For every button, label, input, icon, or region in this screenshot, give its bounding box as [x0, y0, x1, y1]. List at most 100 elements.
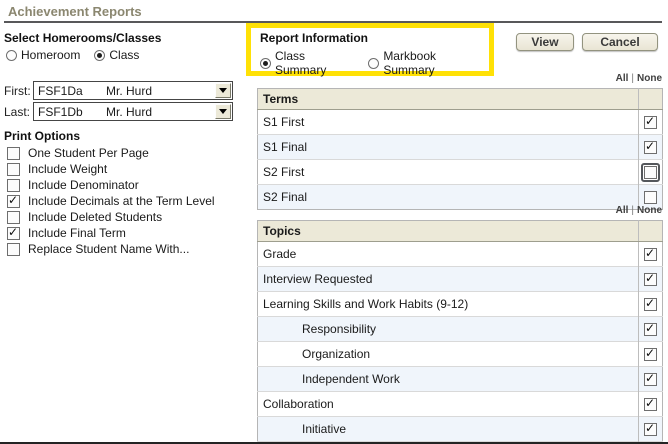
topics-row-checkbox-cell — [638, 341, 663, 367]
print-option-checkbox-wrap — [4, 208, 23, 227]
topics-checkbox[interactable] — [644, 247, 657, 261]
print-option-label: Include Decimals at the Term Level — [28, 194, 215, 208]
print-option-checkbox-wrap — [4, 144, 23, 163]
topics-row-label: Independent Work — [257, 366, 639, 392]
topics-row-label: Initiative — [257, 416, 639, 442]
terms-row-checkbox-cell — [638, 134, 663, 160]
terms-header-checkbox-cell — [638, 88, 663, 110]
terms-row-checkbox-cell — [638, 184, 663, 210]
last-select-teacher: Mr. Hurd — [106, 105, 153, 119]
print-option-checkbox[interactable] — [7, 242, 20, 256]
topics-header-checkbox-cell — [638, 220, 663, 242]
topics-checkbox[interactable] — [644, 422, 657, 436]
first-label: First: — [4, 84, 31, 98]
radio-class-summary[interactable]: Class Summary — [260, 49, 358, 77]
topics-row: Grade — [257, 241, 663, 267]
topics-row-label: Organization — [257, 341, 639, 367]
topics-row: Initiative — [257, 416, 663, 442]
radio-button-icon — [260, 57, 271, 69]
print-option-checkbox[interactable] — [7, 226, 20, 240]
print-option-checkbox[interactable] — [7, 194, 20, 208]
radio-button-icon — [94, 49, 106, 61]
window-bottom-edge — [0, 442, 668, 444]
terms-row-checkbox-cell — [638, 159, 663, 185]
dropdown-arrow-icon[interactable] — [215, 104, 231, 119]
topics-row-checkbox-cell — [638, 266, 663, 292]
terms-row: S2 Final — [257, 184, 663, 210]
topics-row-checkbox-cell — [638, 291, 663, 317]
print-option-checkbox[interactable] — [7, 162, 20, 176]
topics-row-checkbox-cell — [638, 241, 663, 267]
print-options-list: One Student Per Page Include Weight Includ… — [4, 145, 215, 257]
dropdown-arrow-icon[interactable] — [215, 83, 231, 98]
print-option: Include Denominator — [4, 177, 215, 193]
terms-row: S1 First — [257, 109, 663, 135]
topics-checkbox[interactable] — [644, 272, 657, 286]
all-none-separator: | — [631, 73, 634, 84]
topics-checkbox[interactable] — [644, 372, 657, 386]
print-option-label: Include Weight — [28, 162, 108, 176]
terms-checkbox[interactable] — [644, 115, 657, 129]
radio-class[interactable]: Class — [94, 48, 139, 62]
terms-all-link[interactable]: All — [615, 73, 629, 84]
last-select-value: FSF1Db — [38, 105, 83, 119]
terms-checkbox[interactable] — [644, 140, 657, 154]
select-homerooms-heading: Select Homerooms/Classes — [4, 31, 162, 45]
title-divider — [4, 21, 662, 23]
radio-markbook-summary[interactable]: Markbook Summary — [368, 49, 489, 77]
topics-checkbox[interactable] — [644, 397, 657, 411]
terms-row: S2 First — [257, 159, 663, 185]
homeroom-class-radio-group: Homeroom Class — [6, 48, 139, 62]
radio-homeroom[interactable]: Homeroom — [6, 48, 80, 62]
last-label: Last: — [4, 105, 31, 119]
topics-row-label: Learning Skills and Work Habits (9-12) — [257, 291, 639, 317]
topics-row: Independent Work — [257, 366, 663, 392]
topics-all-link[interactable]: All — [615, 205, 629, 216]
print-option: Replace Student Name With... — [4, 241, 215, 257]
terms-none-link[interactable]: None — [637, 73, 662, 84]
print-option: Include Decimals at the Term Level — [4, 193, 215, 209]
topics-all-none: All | None — [257, 205, 662, 216]
report-information-highlight: Report Information Class Summary Markboo… — [246, 23, 494, 77]
topics-checkbox[interactable] — [644, 322, 657, 336]
print-option: Include Final Term — [4, 225, 215, 241]
report-information-heading: Report Information — [260, 31, 368, 45]
terms-row-checkbox-cell — [638, 109, 663, 135]
topics-row-checkbox-cell — [638, 316, 663, 342]
terms-checkbox-wrap — [641, 113, 660, 132]
first-class-select[interactable]: FSF1Da Mr. Hurd — [33, 81, 233, 100]
topics-header: Topics — [257, 220, 639, 242]
topics-none-link[interactable]: None — [637, 205, 662, 216]
topics-row: Responsibility — [257, 316, 663, 342]
topics-header-row: Topics — [257, 220, 663, 242]
topics-checkbox-wrap — [641, 270, 660, 289]
terms-checkbox[interactable] — [644, 190, 657, 204]
terms-row: S1 Final — [257, 134, 663, 160]
print-option-checkbox[interactable] — [7, 146, 20, 160]
radio-class-label: Class — [109, 48, 140, 62]
print-option-checkbox[interactable] — [7, 210, 20, 224]
print-option: Include Weight — [4, 161, 215, 177]
topics-checkbox[interactable] — [644, 297, 657, 311]
last-class-select[interactable]: FSF1Db Mr. Hurd — [33, 102, 233, 121]
cancel-button[interactable]: Cancel — [582, 33, 658, 51]
print-option-checkbox-wrap — [4, 240, 23, 259]
radio-markbook-summary-label: Markbook Summary — [383, 49, 436, 77]
terms-checkbox[interactable] — [644, 165, 657, 179]
radio-class-summary-label: Class Summary — [275, 49, 327, 77]
terms-all-none: All | None — [257, 73, 662, 84]
print-option-checkbox[interactable] — [7, 178, 20, 192]
topics-checkbox[interactable] — [644, 347, 657, 361]
topics-row-checkbox-cell — [638, 366, 663, 392]
topics-row-label: Interview Requested — [257, 266, 639, 292]
topics-table: Topics GradeInterview RequestedLearning … — [257, 220, 663, 444]
topics-row-label: Collaboration — [257, 391, 639, 417]
terms-row-label: S2 First — [257, 159, 639, 185]
terms-header: Terms — [257, 88, 639, 110]
terms-checkbox-wrap — [641, 188, 660, 207]
topics-row: Learning Skills and Work Habits (9-12) — [257, 291, 663, 317]
topics-checkbox-wrap — [641, 295, 660, 314]
terms-row-label: S2 Final — [257, 184, 639, 210]
view-button[interactable]: View — [516, 33, 574, 51]
